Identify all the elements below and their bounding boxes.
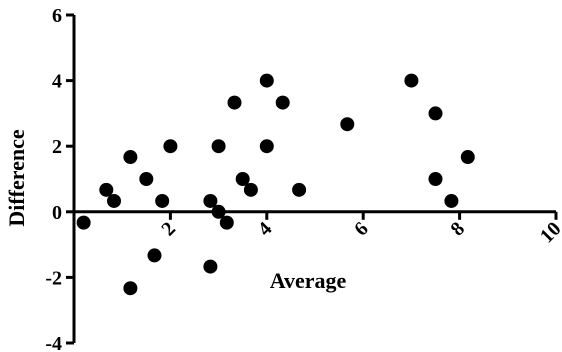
data-point [460,150,475,165]
data-point [155,193,170,208]
x-tick-label: 10 [536,218,562,248]
data-point [123,150,138,165]
y-tick-label: 4 [52,71,62,93]
data-point [76,215,91,230]
data-point [107,193,122,208]
y-tick-label: -2 [45,267,62,289]
y-axis-title: Difference [4,129,29,227]
y-axis-ticks: -4 -2 0 2 4 6 [45,5,74,352]
data-point [444,193,459,208]
y-tick-label: -4 [45,333,62,352]
data-point [123,281,138,296]
data-point [203,259,218,274]
x-tick-label: 2 [157,218,180,241]
data-point [227,95,242,110]
data-point [211,204,226,219]
data-points [76,73,475,296]
data-point [243,182,258,197]
data-point [219,215,234,230]
data-point [147,248,162,263]
y-tick-label: 6 [52,5,62,27]
data-point [235,172,250,186]
y-tick-label: 0 [52,202,62,224]
x-tick-label: 4 [254,218,277,241]
data-point [139,172,154,186]
data-point [203,193,218,208]
data-point [211,139,226,154]
data-point [163,139,178,154]
data-point [259,73,274,88]
data-point [292,182,307,197]
data-point [275,95,290,110]
data-point [340,117,355,132]
data-point [99,182,114,197]
data-point [428,106,443,121]
x-axis-title: Average [270,268,347,293]
x-tick-label: 8 [447,218,470,241]
data-point [259,139,274,154]
data-point [404,73,419,88]
x-tick-label: 6 [350,218,373,241]
data-point [428,172,443,186]
y-tick-label: 2 [52,136,62,158]
